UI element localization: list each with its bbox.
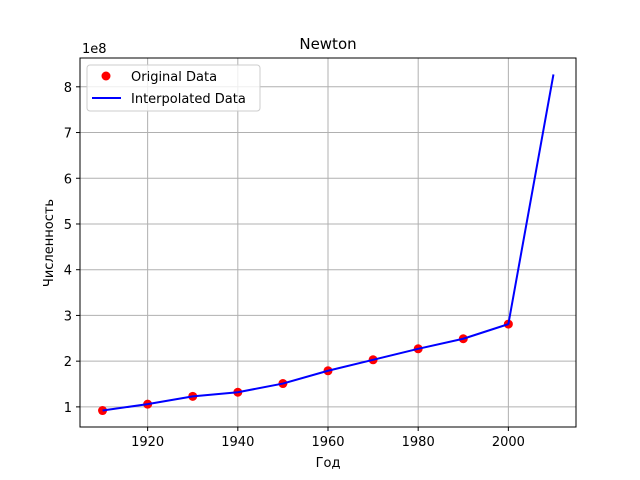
x-tick-label: 1920	[131, 435, 164, 450]
grid	[80, 58, 576, 427]
x-tick-label: 1940	[221, 435, 254, 450]
x-tick-label: 1960	[311, 435, 344, 450]
y-tick-label: 8	[64, 81, 72, 96]
y-tick-label: 5	[64, 218, 72, 233]
legend-marker-original	[101, 71, 111, 81]
legend-label-interpolated: Interpolated Data	[131, 92, 246, 107]
y-tick-label: 4	[64, 264, 72, 279]
y-tick-label: 3	[64, 309, 72, 324]
series-original-data	[98, 319, 513, 416]
x-tick-label: 1980	[402, 435, 435, 450]
x-axis-label: Год	[316, 456, 341, 471]
legend: Original Data Interpolated Data	[86, 64, 261, 112]
legend-box	[86, 64, 261, 112]
chart-title: Newton	[299, 35, 356, 53]
ticks: 1920 1940 1960 1980 2000 1 2 3 4 5 6 7 8	[64, 81, 525, 450]
series-interpolated-line	[102, 74, 555, 412]
x-tick-label: 2000	[492, 435, 525, 450]
y-tick-label: 2	[64, 355, 72, 370]
y-axis-label: Численность	[42, 199, 57, 287]
y-offset-label: 1e8	[82, 42, 107, 57]
legend-label-original: Original Data	[131, 70, 217, 85]
y-tick-label: 6	[64, 172, 72, 187]
series-layer	[98, 74, 555, 416]
y-tick-label: 1	[64, 401, 72, 416]
y-tick-label: 7	[64, 127, 72, 142]
